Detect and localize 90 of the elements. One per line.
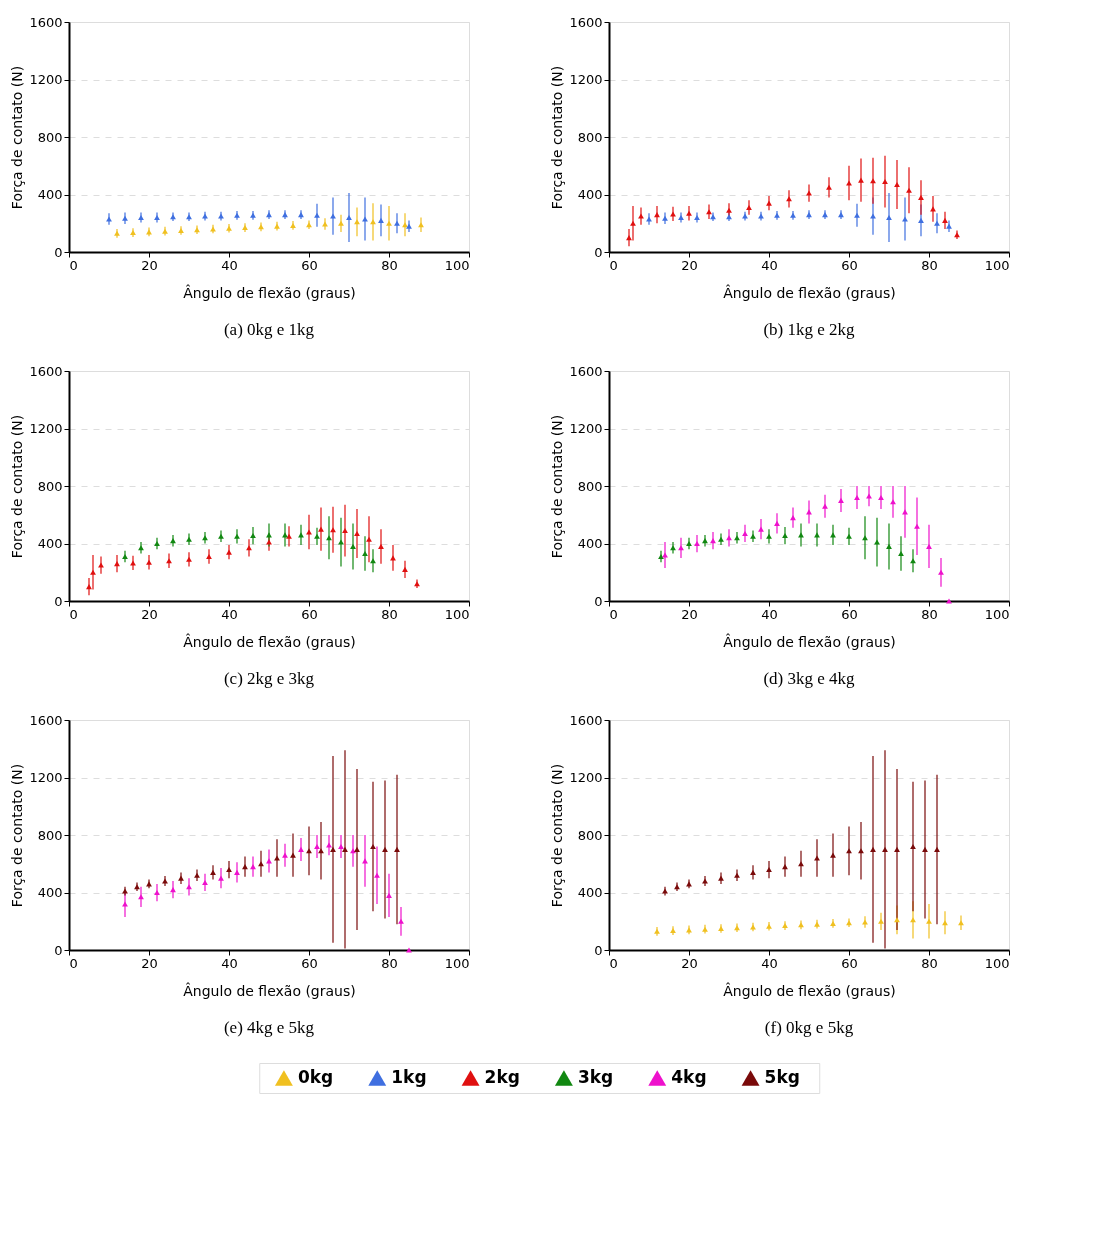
x-tick-label: 60: [301, 257, 318, 273]
y-tick-label: 1200: [29, 421, 63, 436]
y-tick-label: 1600: [29, 14, 63, 30]
x-tick-label: 40: [221, 606, 238, 622]
x-tick-label: 40: [761, 955, 778, 971]
x-tick-label: 60: [301, 955, 318, 971]
x-tick-label: 0: [609, 257, 618, 273]
x-tick-label: 60: [841, 606, 858, 622]
y-tick-label: 0: [54, 942, 63, 958]
y-tick-label: 1600: [569, 712, 603, 728]
x-tick-label: 100: [444, 257, 470, 273]
x-tick-label: 80: [921, 606, 938, 622]
text: (e) 4kg e 5kg: [223, 1018, 315, 1037]
x-tick-label: 100: [444, 955, 470, 971]
y-tick-label: 1200: [569, 421, 603, 436]
y-tick-label: 800: [577, 827, 603, 843]
y-tick-label: 1600: [569, 363, 603, 379]
x-tick-label: 0: [69, 257, 78, 273]
x-tick-label: 100: [444, 606, 470, 622]
x-axis-title: Ângulo de flexão (graus): [183, 632, 356, 650]
x-tick-label: 40: [761, 606, 778, 622]
text: (a) 0kg e 1kg: [223, 320, 315, 339]
x-tick-label: 80: [921, 955, 938, 971]
y-tick-label: 800: [37, 129, 63, 145]
x-tick-label: 0: [609, 955, 618, 971]
text: (c) 2kg e 3kg: [223, 669, 315, 688]
y-tick-label: 400: [37, 187, 63, 202]
x-axis-title: Ângulo de flexão (graus): [183, 283, 356, 301]
y-tick-label: 800: [577, 129, 603, 145]
x-axis-title: Ângulo de flexão (graus): [183, 981, 356, 999]
x-tick-label: 80: [921, 257, 938, 273]
y-tick-label: 1200: [569, 770, 603, 785]
y-tick-label: 1600: [29, 712, 63, 728]
x-tick-label: 40: [761, 257, 778, 273]
x-axis-title: Ângulo de flexão (graus): [723, 632, 896, 650]
x-tick-label: 100: [984, 955, 1010, 971]
y-axis-title: Força de contato (N): [549, 65, 566, 210]
x-tick-label: 20: [681, 606, 698, 622]
legend-label: 4kg: [671, 1067, 707, 1087]
y-tick-label: 1200: [29, 72, 63, 87]
y-tick-label: 400: [577, 187, 603, 202]
y-axis-title: Força de contato (N): [9, 65, 26, 210]
x-tick-label: 0: [69, 606, 78, 622]
x-tick-label: 0: [609, 606, 618, 622]
y-tick-label: 0: [54, 593, 63, 609]
x-tick-label: 80: [381, 955, 398, 971]
y-tick-label: 1600: [29, 363, 63, 379]
x-tick-label: 40: [221, 257, 238, 273]
y-tick-label: 800: [37, 827, 63, 843]
x-tick-label: 100: [984, 606, 1010, 622]
legend-label: 3kg: [577, 1067, 614, 1087]
legend-label: 5kg: [764, 1067, 800, 1087]
y-axis-title: Força de contato (N): [9, 763, 26, 908]
x-tick-label: 100: [984, 257, 1010, 273]
x-tick-label: 80: [381, 606, 398, 622]
y-tick-label: 800: [577, 478, 603, 494]
legend-label: 1kg: [391, 1067, 427, 1087]
x-tick-label: 20: [141, 955, 158, 971]
text: (b) 1kg e 2kg: [763, 320, 856, 339]
y-axis-title: Força de contato (N): [549, 763, 566, 908]
y-tick-label: 0: [594, 244, 603, 260]
x-tick-label: 60: [301, 606, 318, 622]
y-tick-label: 400: [37, 536, 63, 551]
y-tick-label: 1200: [569, 72, 603, 87]
x-axis-title: Ângulo de flexão (graus): [723, 981, 896, 999]
x-tick-label: 20: [681, 257, 698, 273]
y-tick-label: 0: [594, 942, 603, 958]
x-tick-label: 20: [141, 257, 158, 273]
x-tick-label: 80: [381, 257, 398, 273]
y-tick-label: 400: [577, 536, 603, 551]
y-tick-label: 1600: [569, 14, 603, 30]
y-tick-label: 1200: [29, 770, 63, 785]
y-axis-title: Força de contato (N): [549, 414, 566, 559]
legend-label: 0kg: [297, 1067, 334, 1087]
x-tick-label: 20: [681, 955, 698, 971]
y-tick-label: 0: [54, 244, 63, 260]
text: (d) 3kg e 4kg: [763, 669, 856, 688]
y-tick-label: 400: [37, 885, 63, 900]
x-tick-label: 40: [221, 955, 238, 971]
text: (f) 0kg e 5kg: [764, 1018, 854, 1037]
y-axis-title: Força de contato (N): [9, 414, 26, 559]
y-tick-label: 800: [37, 478, 63, 494]
x-axis-title: Ângulo de flexão (graus): [723, 283, 896, 301]
x-tick-label: 60: [841, 257, 858, 273]
x-tick-label: 20: [141, 606, 158, 622]
y-tick-label: 0: [594, 593, 603, 609]
y-tick-label: 400: [577, 885, 603, 900]
legend-label: 2kg: [484, 1067, 520, 1087]
x-tick-label: 0: [69, 955, 78, 971]
x-tick-label: 60: [841, 955, 858, 971]
